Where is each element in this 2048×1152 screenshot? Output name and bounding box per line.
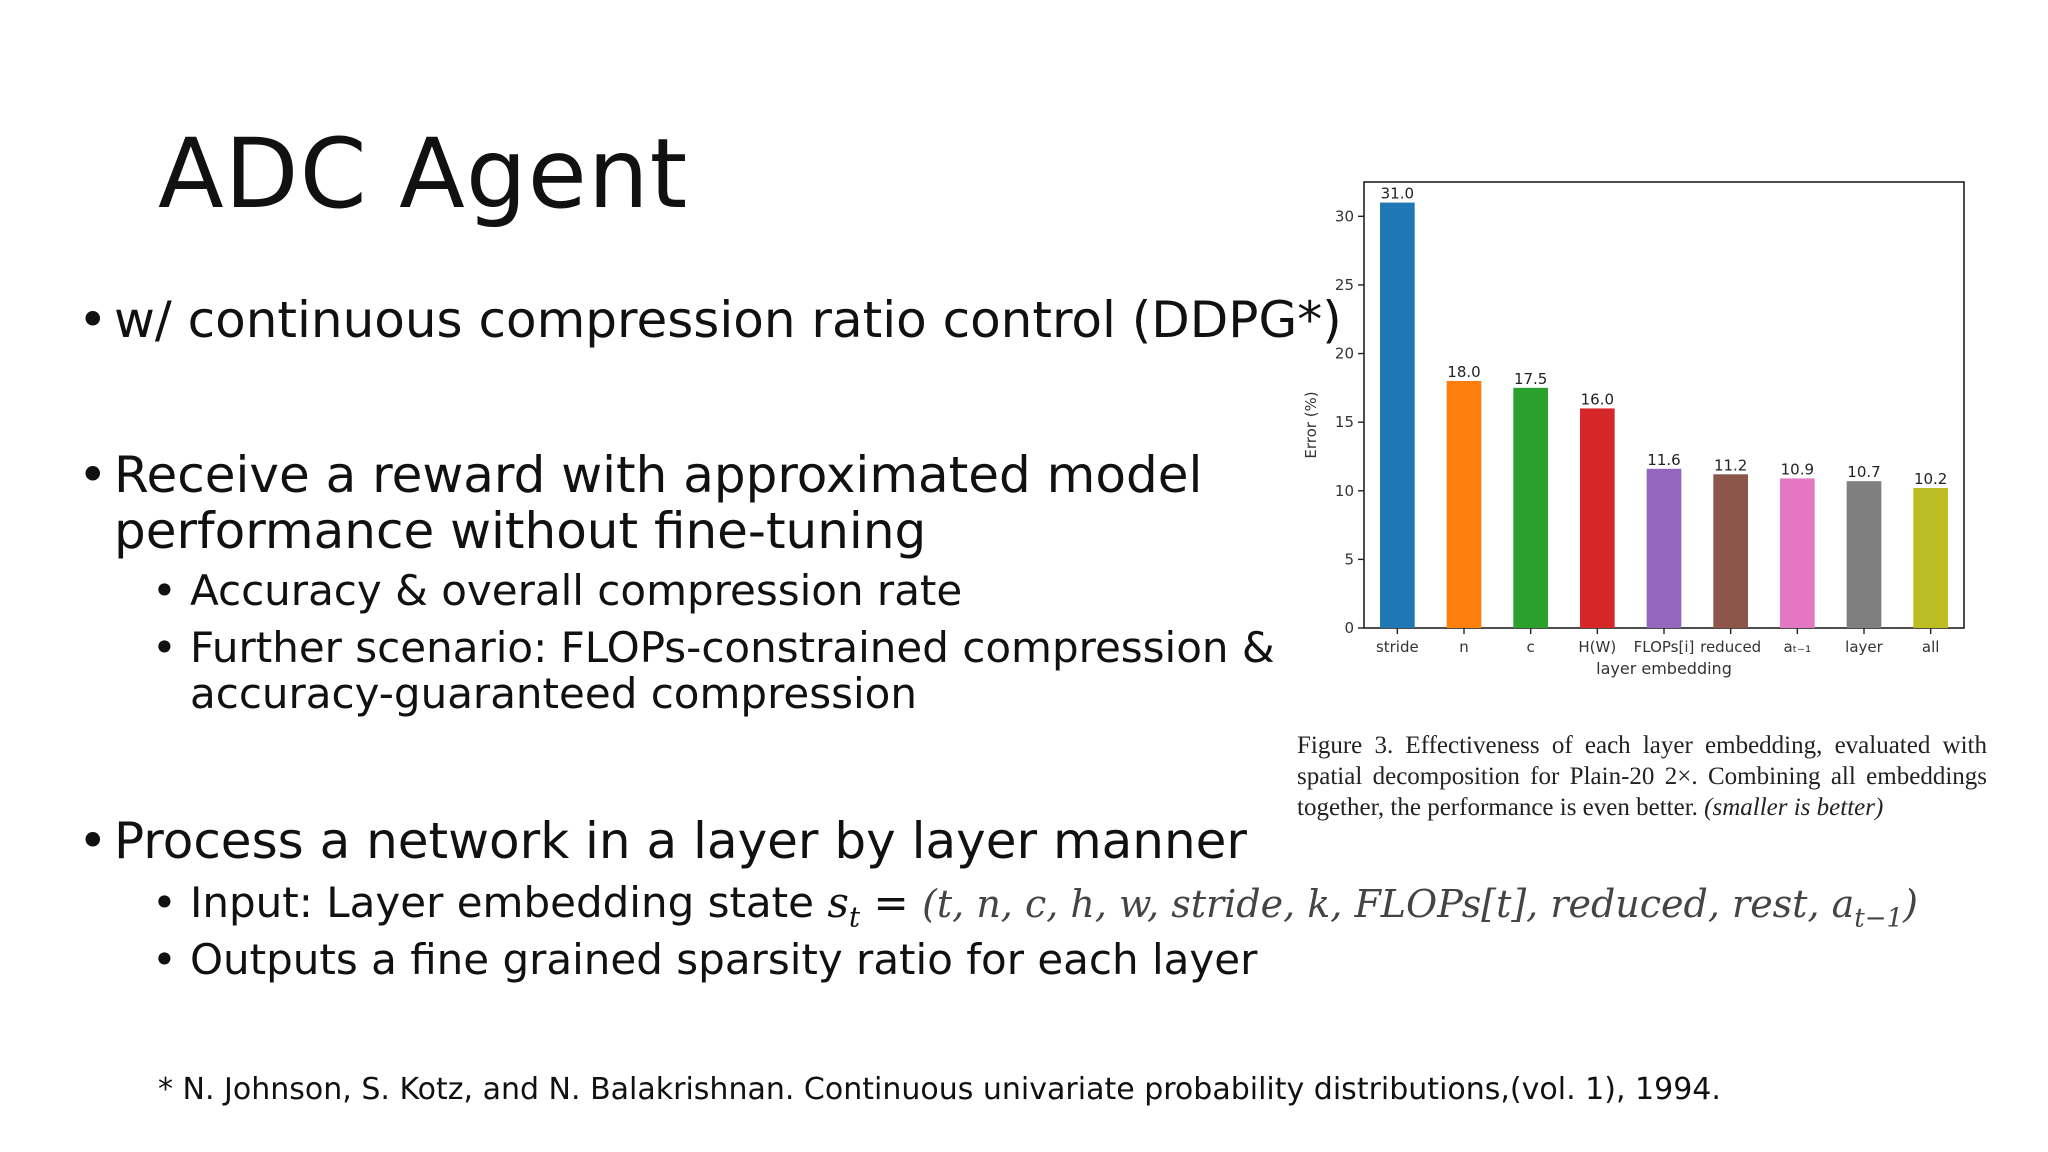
- sub-bullet-text: accuracy-guaranteed compression: [190, 669, 918, 718]
- x-tick-label: n: [1459, 638, 1469, 656]
- bar-value-label: 10.9: [1781, 460, 1814, 478]
- bar-value-label: 18.0: [1447, 363, 1480, 381]
- y-tick-label: 0: [1344, 619, 1354, 637]
- state-symbol: s: [827, 878, 849, 927]
- y-axis-label: Error (%): [1302, 391, 1320, 458]
- caption-text: Figure 3. Effectiveness of each layer em…: [1297, 732, 1987, 821]
- input-prefix: Input: Layer embedding state: [190, 878, 828, 927]
- bar-value-label: 11.6: [1647, 451, 1680, 469]
- sub-bullet-dot: •: [152, 566, 177, 615]
- bar-value-label: 17.5: [1514, 370, 1547, 388]
- bar: [1713, 474, 1748, 628]
- y-tick-label: 10: [1335, 482, 1354, 500]
- x-tick-label: stride: [1376, 638, 1419, 656]
- x-axis-label: layer embedding: [1596, 659, 1732, 678]
- sub-bullet-text: Outputs a fine grained sparsity ratio fo…: [190, 935, 1258, 984]
- caption-italic: (smaller is better): [1704, 794, 1884, 821]
- state-subscript: t: [848, 900, 861, 934]
- state-tuple: (t, n, c, h, w, stride, k, FLOPs[t], red…: [922, 882, 1855, 926]
- equals-sign: =: [860, 878, 923, 927]
- y-tick-label: 30: [1335, 207, 1354, 225]
- x-tick-label: aₜ₋₁: [1784, 638, 1812, 656]
- bar-value-label: 16.0: [1581, 390, 1614, 408]
- bullet-dot: •: [78, 446, 108, 504]
- x-tick-label: all: [1922, 638, 1940, 656]
- bar: [1580, 408, 1615, 628]
- y-tick-label: 15: [1335, 413, 1354, 431]
- bar: [1913, 488, 1948, 628]
- state-tuple-end: ): [1903, 882, 1918, 926]
- bullet-text-line2: performance without fine-tuning: [114, 502, 927, 560]
- sub-bullet-input-text: Input: Layer embedding state st = (t, n,…: [190, 880, 1918, 941]
- sub-bullet-dot: •: [152, 623, 177, 672]
- footnote: * N. Johnson, S. Kotz, and N. Balakrishn…: [158, 1072, 1721, 1107]
- layer-embedding-error-chart: 0 5 10 15 20 25 30 Error (%) 31.0 stride 18.0 n 17.5…: [1302, 181, 1965, 678]
- bullet-text-line1: Receive a reward with approximated model: [114, 446, 1203, 504]
- sub-bullet-dot: •: [152, 878, 177, 927]
- x-tick-label: c: [1527, 638, 1535, 656]
- bar-value-label: 11.2: [1714, 456, 1747, 474]
- bar: [1446, 380, 1482, 628]
- state-tuple-subscript: t−1: [1854, 903, 1904, 934]
- x-tick-label: layer: [1845, 638, 1883, 656]
- bullet-text: w/ continuous compression ratio control …: [114, 291, 1342, 349]
- x-tick-label: H(W): [1578, 638, 1616, 656]
- y-tick-label: 5: [1344, 550, 1354, 568]
- y-tick-label: 20: [1335, 345, 1354, 363]
- bar: [1513, 387, 1548, 628]
- bullet-dot: •: [78, 291, 108, 349]
- bar-value-label: 31.0: [1381, 185, 1414, 203]
- bullet-dot: •: [78, 812, 108, 870]
- bar: [1646, 468, 1682, 628]
- bar: [1380, 202, 1415, 629]
- bullet-text: Process a network in a layer by layer ma…: [114, 812, 1247, 870]
- figure-caption: Figure 3. Effectiveness of each layer em…: [1297, 730, 1987, 823]
- x-tick-label: FLOPs[i]: [1634, 638, 1695, 656]
- sub-bullet-text: Accuracy & overall compression rate: [190, 566, 963, 615]
- bar: [1780, 478, 1815, 628]
- sub-bullet-text: Further scenario: FLOPs-constrained comp…: [190, 623, 1275, 672]
- bar: [1846, 481, 1882, 628]
- bar-value-label: 10.7: [1847, 463, 1880, 481]
- bar-value-label: 10.2: [1914, 470, 1947, 488]
- x-tick-label: reduced: [1700, 638, 1761, 656]
- y-tick-label: 25: [1335, 276, 1354, 294]
- sub-bullet-dot: •: [152, 935, 177, 984]
- slide-title: ADC Agent: [158, 118, 689, 230]
